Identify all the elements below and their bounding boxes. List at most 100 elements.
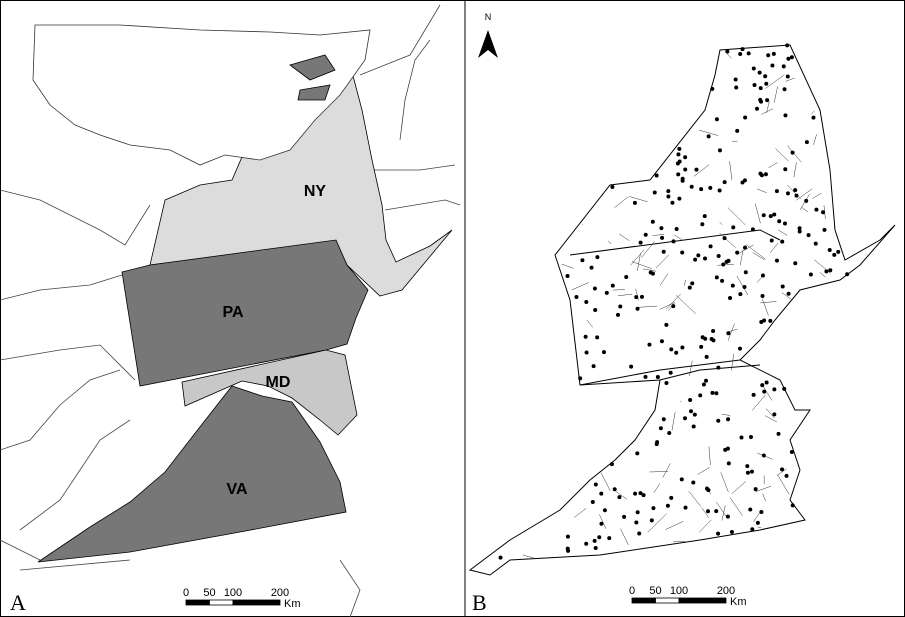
site-point — [701, 335, 705, 339]
site-point — [669, 347, 673, 351]
site-point — [765, 98, 769, 102]
site-point — [566, 535, 570, 539]
site-point — [752, 83, 756, 87]
site-point — [765, 381, 769, 385]
site-point — [634, 295, 638, 299]
site-point — [677, 197, 681, 201]
site-point — [637, 531, 641, 535]
site-point — [752, 66, 756, 70]
site-point — [743, 178, 747, 182]
site-point — [725, 49, 729, 53]
site-point — [743, 246, 747, 250]
site-point — [693, 413, 697, 417]
site-point — [822, 228, 826, 232]
scale-unit: Km — [730, 596, 747, 608]
site-point — [666, 189, 670, 193]
site-point — [674, 351, 678, 355]
site-point — [783, 167, 787, 171]
site-point — [783, 87, 787, 91]
site-point — [683, 168, 687, 172]
site-point — [624, 275, 628, 279]
site-point — [734, 86, 738, 90]
scale-segment — [186, 600, 210, 605]
site-point — [804, 199, 808, 203]
site-point — [584, 300, 588, 304]
site-point — [725, 260, 729, 264]
site-point — [671, 304, 675, 308]
site-point — [639, 241, 643, 245]
site-point — [777, 219, 781, 223]
site-point — [698, 393, 702, 397]
site-point — [633, 492, 637, 496]
site-point — [772, 212, 776, 216]
site-point — [750, 470, 754, 474]
scale-tick-label: 0 — [629, 585, 635, 597]
site-point — [666, 504, 670, 508]
site-point — [772, 412, 776, 416]
site-point — [716, 532, 720, 536]
site-point — [675, 227, 679, 231]
scale-segment — [656, 598, 680, 603]
site-point — [660, 236, 664, 240]
site-point — [781, 285, 785, 289]
site-point — [785, 474, 789, 478]
site-point — [655, 440, 659, 444]
site-point — [746, 471, 750, 475]
site-point — [758, 98, 762, 102]
site-point — [611, 284, 615, 288]
site-point — [706, 509, 710, 513]
site-point — [761, 294, 765, 298]
state-label: VA — [226, 481, 247, 498]
site-point — [766, 53, 770, 57]
site-point — [735, 251, 739, 255]
site-point — [754, 487, 758, 491]
site-point — [566, 274, 570, 278]
scale-unit: Km — [284, 598, 301, 610]
site-point — [734, 78, 738, 82]
site-point — [676, 161, 680, 165]
site-point — [580, 258, 584, 262]
site-point — [735, 129, 739, 133]
site-point — [592, 364, 596, 368]
site-point — [715, 275, 719, 279]
site-point — [618, 304, 622, 308]
site-point — [710, 391, 714, 395]
site-point — [764, 172, 768, 176]
site-point — [662, 417, 666, 421]
site-point — [644, 233, 648, 237]
site-point — [723, 180, 727, 184]
site-point — [759, 510, 763, 514]
site-point — [691, 481, 695, 485]
site-point — [651, 272, 655, 276]
site-point — [499, 556, 503, 560]
site-point — [805, 140, 809, 144]
site-point — [705, 487, 709, 491]
site-point — [629, 365, 633, 369]
site-point — [832, 253, 836, 257]
site-point — [690, 185, 694, 189]
site-point — [640, 295, 644, 299]
site-point — [761, 274, 765, 278]
site-point — [616, 313, 620, 317]
site-point — [683, 155, 687, 159]
site-point — [756, 521, 760, 525]
scale-tick-label: 50 — [649, 585, 661, 597]
site-point — [836, 250, 840, 254]
site-point — [593, 308, 597, 312]
site-point — [786, 57, 790, 61]
site-point — [705, 355, 709, 359]
site-point — [647, 343, 651, 347]
site-point — [669, 496, 673, 500]
site-point — [780, 467, 784, 471]
site-point — [828, 268, 832, 272]
site-point — [763, 74, 767, 78]
site-point — [593, 286, 597, 290]
site-point — [760, 383, 764, 387]
site-point — [782, 387, 786, 391]
site-point — [599, 522, 603, 526]
scale-tick-label: 50 — [203, 587, 215, 599]
site-point — [707, 134, 711, 138]
site-point — [642, 493, 646, 497]
site-point — [750, 527, 754, 531]
site-point — [672, 239, 676, 243]
